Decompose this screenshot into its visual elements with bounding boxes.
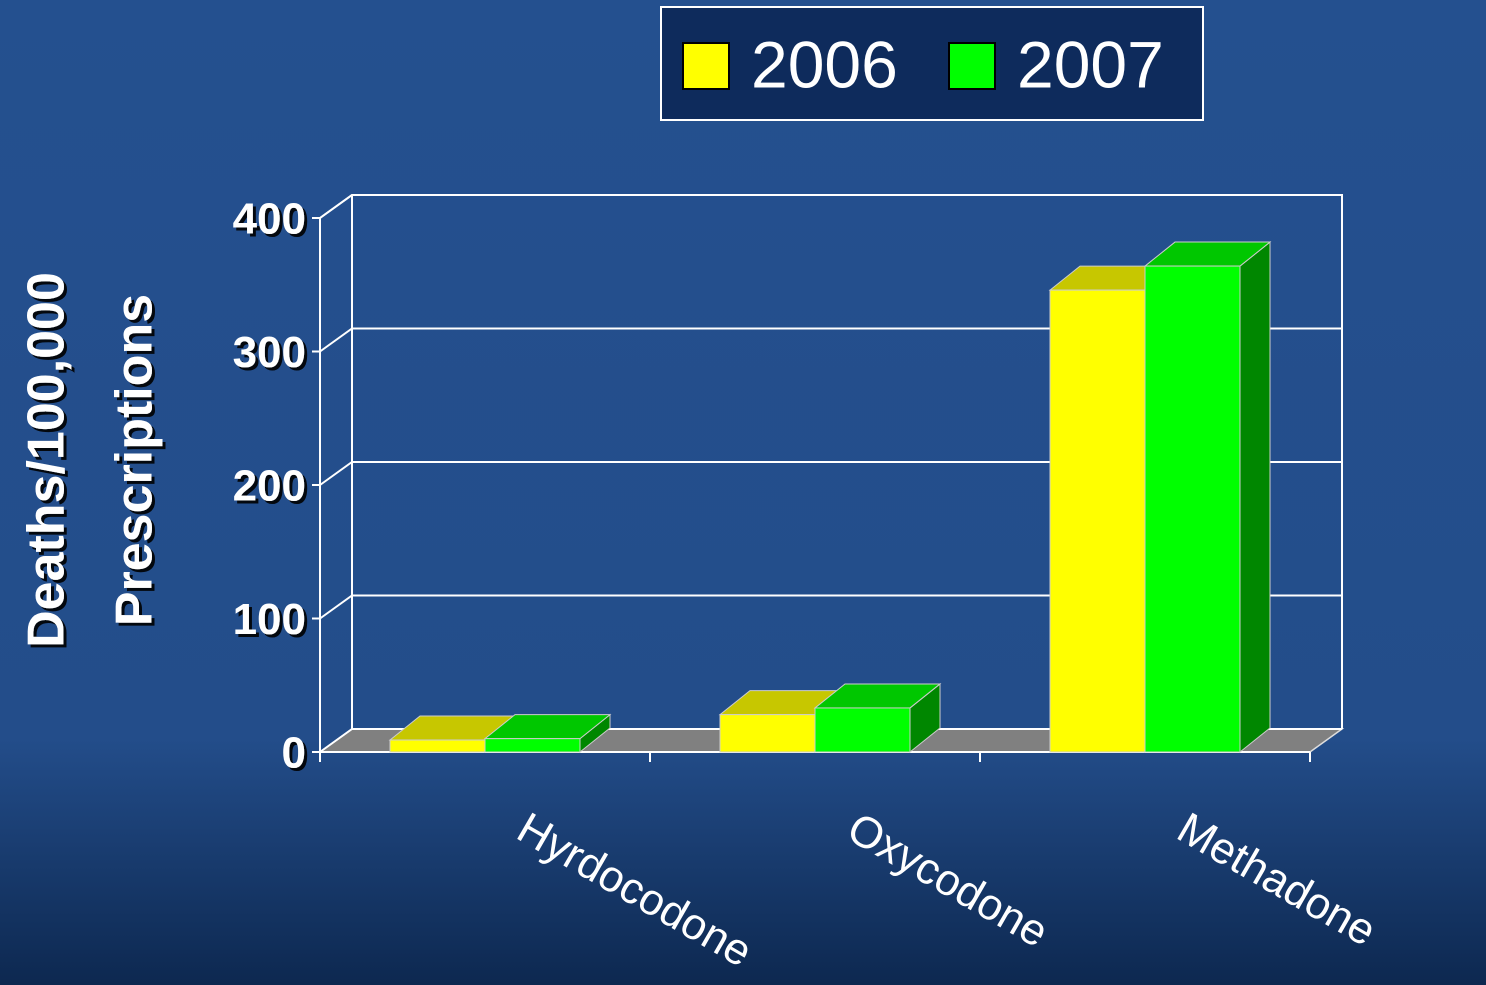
y-axis-label: Deaths/100,000 Prescriptions	[18, 272, 164, 648]
legend: 2006 2007	[660, 6, 1204, 121]
y-axis-label-line: Prescriptions	[106, 294, 164, 626]
bar-front	[484, 738, 581, 753]
bar	[483, 713, 612, 754]
legend-swatch	[682, 42, 730, 90]
bar-front	[719, 714, 816, 753]
y-tick-label: 400	[233, 195, 306, 244]
grid-line	[319, 327, 1342, 353]
bar-front	[814, 707, 911, 753]
bar-front	[1049, 289, 1146, 753]
y-tick-label: 300	[233, 328, 306, 377]
legend-box	[660, 6, 1204, 121]
legend-label: 2006	[751, 27, 898, 101]
grid-line	[319, 194, 1342, 219]
legend-swatch	[948, 42, 996, 90]
bar-side	[1239, 241, 1271, 754]
y-axis-label-line: Deaths/100,000	[18, 272, 76, 648]
bar	[1143, 241, 1272, 754]
grid-line	[319, 594, 1342, 620]
bar-front	[1144, 265, 1241, 753]
grid-line	[319, 728, 1342, 753]
y-tick-label: 200	[233, 462, 306, 511]
bar	[813, 682, 942, 754]
y-tick-label: 100	[233, 595, 306, 644]
grid-line	[319, 461, 1342, 486]
bar-front	[389, 739, 486, 753]
legend-label: 2007	[1017, 27, 1164, 101]
y-tick-label: 0	[282, 729, 306, 778]
